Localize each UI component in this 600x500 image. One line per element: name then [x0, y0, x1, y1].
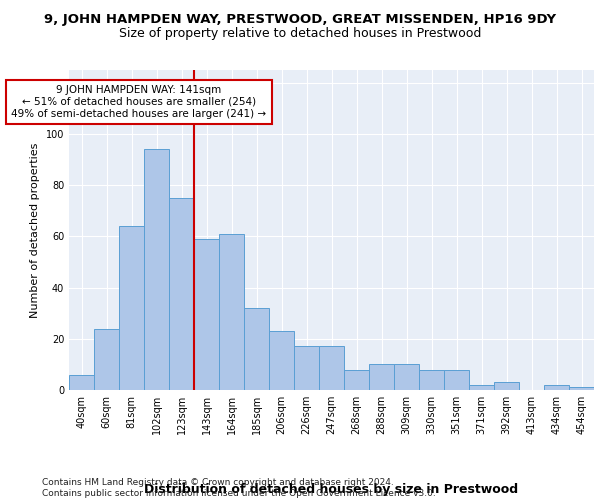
Bar — [494, 382, 519, 390]
Text: Contains HM Land Registry data © Crown copyright and database right 2024.
Contai: Contains HM Land Registry data © Crown c… — [42, 478, 436, 498]
Bar — [269, 331, 294, 390]
X-axis label: Distribution of detached houses by size in Prestwood: Distribution of detached houses by size … — [145, 483, 518, 496]
Bar — [469, 385, 494, 390]
Y-axis label: Number of detached properties: Number of detached properties — [30, 142, 40, 318]
Bar — [169, 198, 194, 390]
Text: Size of property relative to detached houses in Prestwood: Size of property relative to detached ho… — [119, 28, 481, 40]
Bar — [69, 374, 94, 390]
Bar — [294, 346, 319, 390]
Text: 9 JOHN HAMPDEN WAY: 141sqm
← 51% of detached houses are smaller (254)
49% of sem: 9 JOHN HAMPDEN WAY: 141sqm ← 51% of deta… — [11, 86, 266, 118]
Bar — [194, 239, 219, 390]
Bar — [319, 346, 344, 390]
Bar — [119, 226, 144, 390]
Bar — [94, 328, 119, 390]
Bar — [569, 388, 594, 390]
Bar — [219, 234, 244, 390]
Bar — [369, 364, 394, 390]
Bar — [544, 385, 569, 390]
Bar — [244, 308, 269, 390]
Bar — [344, 370, 369, 390]
Text: 9, JOHN HAMPDEN WAY, PRESTWOOD, GREAT MISSENDEN, HP16 9DY: 9, JOHN HAMPDEN WAY, PRESTWOOD, GREAT MI… — [44, 12, 556, 26]
Bar — [144, 150, 169, 390]
Bar — [444, 370, 469, 390]
Bar — [394, 364, 419, 390]
Bar — [419, 370, 444, 390]
